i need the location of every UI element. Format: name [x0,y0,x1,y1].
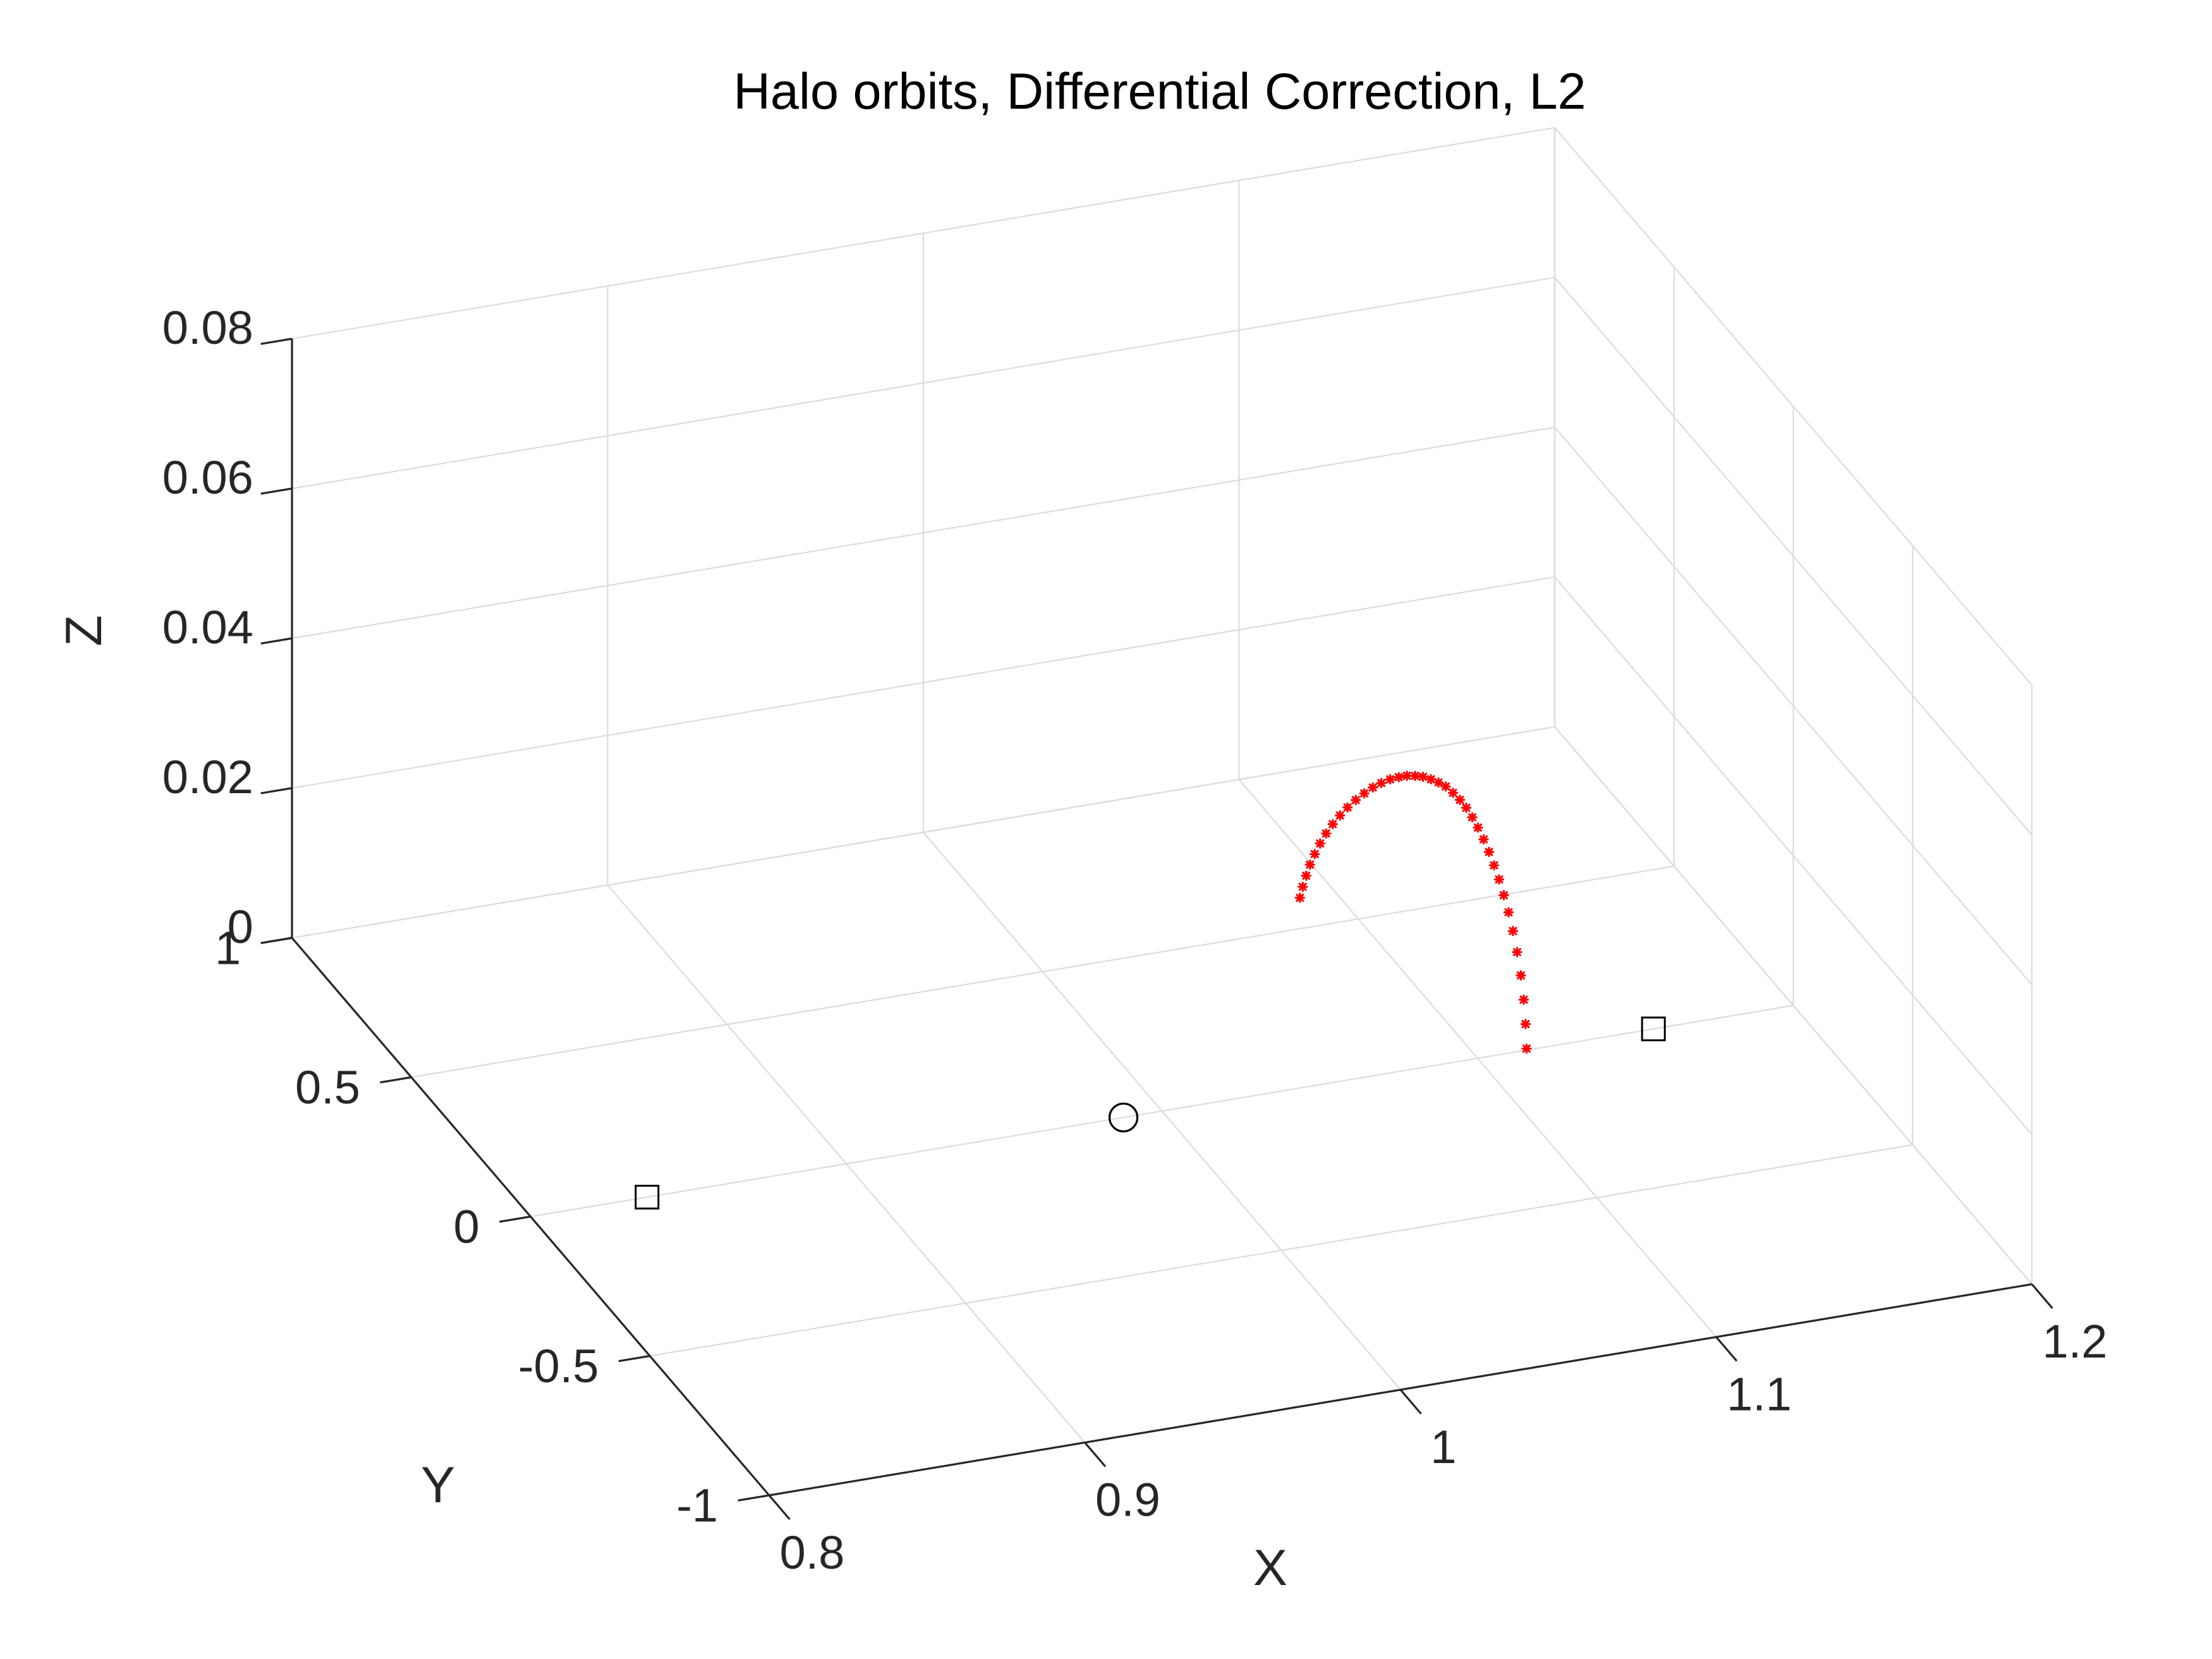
y-tick-label: 1 [215,922,241,975]
grid-line-back-z [291,126,1555,340]
orbit-point [1518,994,1529,1005]
z-tick-mark [260,937,293,944]
grid-line-side-z [1554,576,2033,1135]
grid-line-back-z [291,276,1555,490]
orbit-point [1498,890,1509,901]
orbit-point [1433,777,1444,788]
orbit-point [1473,822,1483,833]
orbit-point [1294,892,1305,903]
orbit-point [1385,774,1395,785]
orbit-point [1310,849,1320,860]
x-tick-label: 0.8 [780,1526,845,1579]
orbit-point [1335,810,1346,821]
y-tick-mark [499,1215,531,1223]
z-tick-mark [260,487,293,495]
grid-line-back-z [291,726,1555,939]
grid-line-floor-y [411,865,1674,1078]
orbit-point [1447,787,1459,798]
orbit-point [1493,874,1505,885]
orbit-point [1454,794,1466,805]
grid-line-side-z [1554,427,2033,985]
axes [260,337,2053,1521]
chart-title: Halo orbits, Differential Correction, L2 [733,63,1586,120]
grid-line-side-z [1554,726,2033,1285]
grid-line-back-z [291,426,1555,640]
orbit-point [1425,774,1437,785]
x-axis-label: X [1253,1540,1287,1596]
orbit-point [1516,970,1526,981]
grid-line-floor-y [650,1144,1913,1357]
orbit-point [1488,860,1500,871]
y-tick-mark [738,1494,770,1502]
orbit-point [1521,1043,1532,1054]
grid-line-back-z [291,576,1555,789]
z-tick-mark [260,637,293,645]
z-tick-label: 0.04 [162,601,253,653]
y-tick-mark [380,1076,412,1084]
orbit-point [1327,818,1338,830]
circle-marker [1108,1102,1139,1133]
z-tick-label: 0.02 [162,751,253,803]
orbit-point [1315,838,1325,849]
z-tick-label: 0 [228,901,253,953]
orbit-point [1359,788,1370,799]
y-tick-mark [618,1354,650,1363]
orbit-point [1394,772,1404,782]
y-tick-label: 0 [453,1201,479,1253]
orbit-point [1301,870,1311,881]
tick-labels: 0.80.911.11.2-1-0.500.5100.020.040.060.0… [162,301,2108,1579]
y-tick-label: -0.5 [518,1340,599,1392]
x-tick-label: 0.9 [1095,1474,1160,1526]
orbit-point [1304,859,1315,870]
grid-line-side-z [1554,277,2033,836]
orbit-point [1507,926,1519,937]
y-axis-label: Y [421,1457,455,1514]
orbit-point [1503,907,1514,918]
orbit-point [1418,772,1428,782]
orbit-point [1467,812,1478,823]
orbit-point [1409,770,1421,781]
z-tick-mark [260,787,293,794]
x-tick-mark [1084,1442,1107,1468]
x-tick-mark [2031,1283,2053,1310]
data-marks [635,770,1666,1210]
z-axis-label: Z [56,615,112,646]
orbit-point [1483,846,1495,858]
orbit-point [1368,782,1378,793]
orbit-point [1512,947,1522,957]
orbit-point [1440,781,1451,792]
y-tick-label: 0.5 [295,1061,360,1114]
x-tick-mark [768,1494,791,1521]
z-tick-label: 0.06 [162,451,253,504]
orbit-point [1376,777,1387,789]
orbit-point [1342,802,1353,813]
orbit-point [1478,834,1489,845]
z-tick-mark [260,337,293,345]
grid-line-side-z [1554,127,2033,686]
x-tick-mark [1399,1389,1422,1415]
orbit-point [1520,1019,1531,1030]
orbit-point [1321,828,1332,839]
orbit-point [1297,882,1308,892]
axis-labels: X Y Z [56,615,1287,1596]
grid-line-floor-y [530,1004,1794,1218]
square-marker [1641,1016,1666,1042]
y-tick-label: -1 [676,1480,718,1532]
z-tick-label: 0.08 [162,301,253,354]
square-marker [635,1184,660,1210]
orbit-point [1461,803,1472,813]
orbit-point [1402,770,1413,781]
orbit-point [1351,794,1361,806]
x-tick-label: 1 [1430,1421,1456,1473]
x-tick-label: 1.2 [2043,1315,2108,1368]
x-tick-label: 1.1 [1727,1368,1792,1421]
x-tick-mark [1715,1336,1738,1362]
